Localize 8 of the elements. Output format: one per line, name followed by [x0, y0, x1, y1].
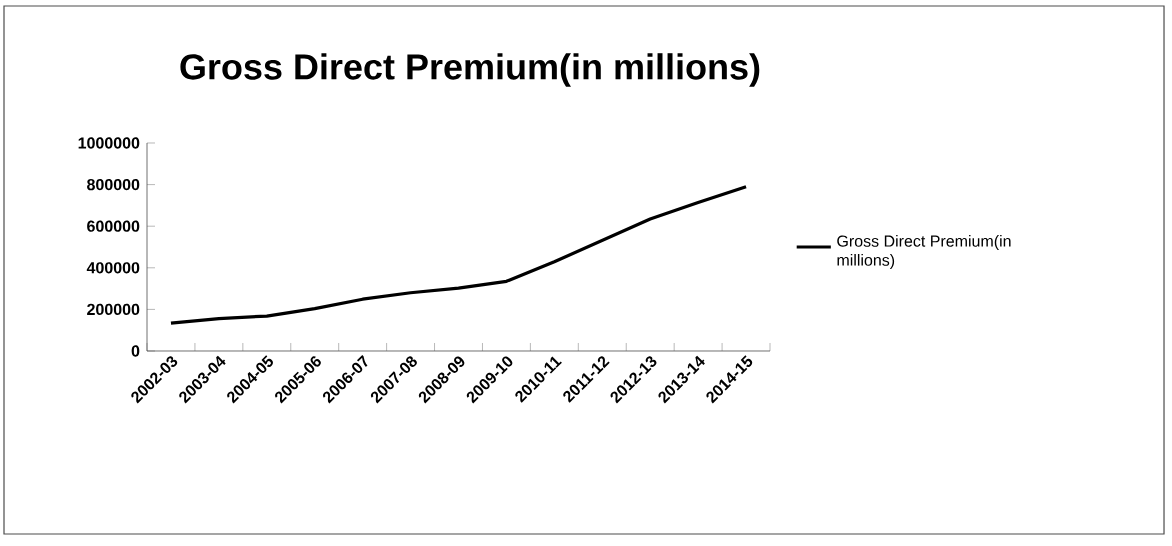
- y-tick-label: 1000000: [78, 137, 140, 149]
- y-tick-label: 400000: [86, 262, 140, 274]
- y-tick-label: 600000: [87, 220, 140, 232]
- y-tick-label: 0: [131, 345, 140, 357]
- y-tick-label: 200000: [87, 303, 140, 316]
- legend-label: Gross Direct Premium(in millions): [837, 235, 1011, 269]
- y-tick-label: 800000: [87, 178, 140, 191]
- chart-title: Gross Direct Premium(in millions): [180, 53, 760, 87]
